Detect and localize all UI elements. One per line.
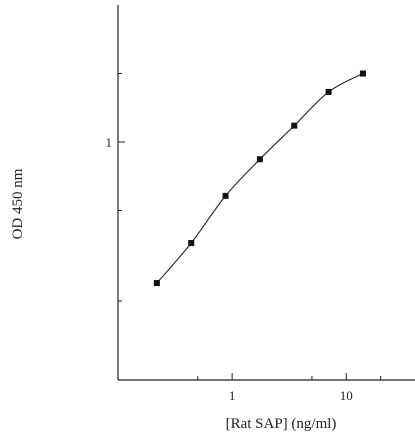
y-tick-label: 1: [106, 135, 113, 150]
data-point: [291, 122, 298, 129]
data-point: [188, 239, 195, 246]
x-tick-label: 10: [340, 388, 353, 403]
data-point: [153, 280, 160, 287]
x-tick-label: 1: [229, 388, 236, 403]
ticks: [118, 73, 382, 380]
axes: [117, 5, 415, 381]
fit-curve: [156, 73, 364, 284]
tick-labels: 1 10 1: [106, 135, 353, 403]
y-axis-label: OD 450 nm: [10, 168, 26, 239]
data-point: [256, 156, 263, 163]
data-points: [153, 70, 366, 287]
data-point: [359, 70, 366, 77]
data-point: [222, 192, 229, 199]
x-axis-label: [Rat SAP] (ng/ml): [226, 416, 337, 432]
data-point: [325, 88, 332, 95]
